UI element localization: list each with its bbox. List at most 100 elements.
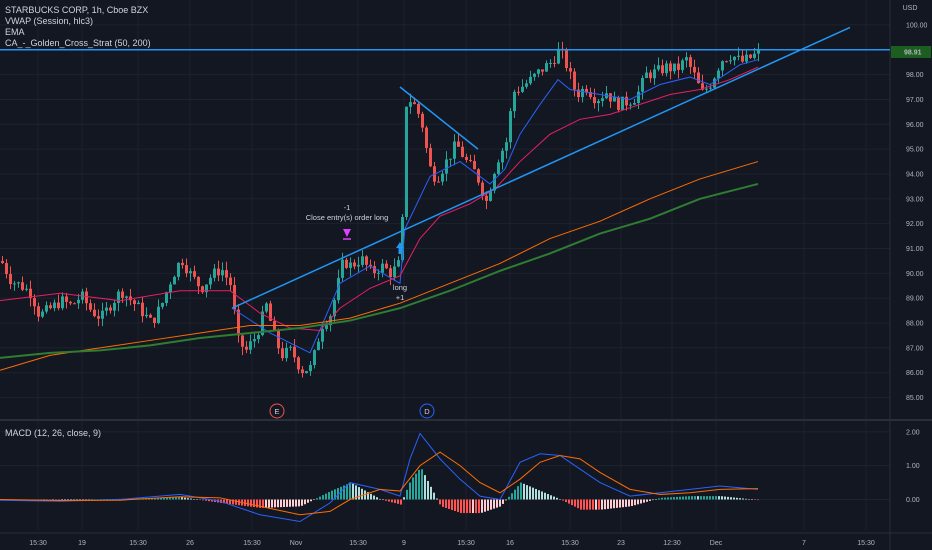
candle-body (373, 266, 376, 274)
legend-vwap[interactable]: VWAP (Session, hlc3) (5, 16, 94, 26)
macd-histogram-bar (727, 496, 729, 500)
macd-histogram-bar (301, 499, 303, 506)
candle-body (41, 311, 44, 317)
macd-histogram-bar (427, 480, 429, 500)
chart-legend: STARBUCKS CORP, 1h, Cboe BZX VWAP (Sessi… (5, 5, 151, 49)
macd-histogram-bar (694, 496, 696, 500)
macd-histogram-bar (712, 496, 714, 500)
macd-histogram-bar (205, 499, 207, 501)
macd-histogram-bar (202, 499, 204, 501)
macd-histogram-bar (448, 499, 450, 509)
candle-body (545, 63, 548, 72)
candle-body (289, 346, 292, 348)
time-axis-tick: 15:30 (857, 540, 875, 547)
macd-histogram-bar (256, 499, 258, 508)
candle-body (405, 106, 408, 217)
macd-histogram-bar (163, 497, 165, 500)
legend-strategy[interactable]: CA_-_Golden_Cross_Strat (50, 200) (5, 38, 151, 48)
macd-histogram-bar (79, 499, 81, 501)
candle-body (469, 159, 472, 161)
candle-body (205, 284, 208, 293)
candle-body (541, 69, 544, 72)
macd-histogram-bar (682, 496, 684, 500)
candle-body (653, 69, 656, 79)
candle-body (129, 296, 132, 301)
candle-body (73, 303, 76, 305)
candle-body (645, 72, 648, 78)
macd-histogram-bar (229, 499, 231, 505)
macd-histogram-bar (472, 499, 474, 514)
macd-histogram-bar (412, 477, 414, 500)
macd-histogram-bar (646, 499, 648, 502)
macd-histogram-bar (457, 499, 459, 513)
candle-body (349, 262, 352, 268)
long-entry-qty: +1 (396, 293, 405, 302)
price-axis-tick: 95.00 (906, 147, 924, 154)
macd-histogram-bar (586, 499, 588, 510)
candle-body (677, 63, 680, 70)
candle-body (65, 296, 68, 302)
candle-body (501, 150, 504, 163)
macd-histogram-bar (481, 499, 483, 513)
candle-body (225, 270, 228, 278)
candle-body (141, 302, 144, 317)
macd-histogram-bar (295, 499, 297, 507)
macd-histogram-bar (595, 499, 597, 510)
candle-body (249, 341, 252, 350)
macd-line-macd (0, 432, 759, 523)
time-axis-tick: 7 (802, 540, 806, 547)
macd-histogram-bar (262, 499, 264, 508)
macd-axis-tick: 0.00 (906, 497, 920, 504)
candle-body (45, 305, 48, 312)
macd-line-signal (0, 451, 759, 516)
time-axis-tick: 12:30 (663, 540, 681, 547)
candle-body (453, 141, 456, 159)
macd-histogram-bar (232, 499, 234, 505)
macd-histogram-bar (400, 499, 402, 505)
macd-legend[interactable]: MACD (12, 26, close, 9) (5, 428, 102, 438)
candle-body (549, 62, 552, 64)
legend-ema[interactable]: EMA (5, 27, 25, 37)
candle-body (729, 60, 732, 62)
price-axis-tick: 97.00 (906, 97, 924, 104)
macd-histogram-bar (589, 499, 591, 510)
macd-histogram-bar (652, 499, 654, 501)
candle-body (569, 68, 572, 72)
candle-body (13, 283, 16, 285)
macd-histogram-bar (691, 496, 693, 500)
time-axis-tick: 9 (402, 540, 406, 547)
macd-histogram-bar (211, 499, 213, 502)
candle-body (449, 158, 452, 160)
price-axis-tick: 88.00 (906, 321, 924, 328)
macd-histogram-group (1, 469, 759, 514)
candle-body (97, 316, 100, 319)
legend-symbol[interactable]: STARBUCKS CORP, 1h, Cboe BZX (5, 5, 149, 15)
candle-body (493, 173, 496, 191)
candle-body (497, 162, 500, 174)
candle-body (193, 271, 196, 277)
price-axis-tick: 92.00 (906, 221, 924, 228)
macd-histogram-bar (442, 499, 444, 507)
candle-body (753, 53, 756, 58)
price-axis-tick: 91.00 (906, 246, 924, 253)
candle-body (601, 98, 604, 102)
price-axis-tick: 94.00 (906, 171, 924, 178)
macd-histogram-bar (322, 495, 324, 500)
macd-histogram-bar (367, 492, 369, 500)
candle-body (617, 97, 620, 110)
price-axis-tick: 85.00 (906, 395, 924, 402)
candle-body (529, 76, 532, 84)
macd-histogram-bar (193, 499, 195, 500)
candle-body (425, 127, 428, 148)
time-axis-tick: 23 (617, 540, 625, 547)
price-axis-tick: 89.00 (906, 296, 924, 303)
candle-body (261, 311, 264, 336)
time-axis-tick: Dec (710, 540, 723, 547)
candle-body (465, 156, 468, 160)
macd-histogram-bar (700, 496, 702, 500)
price-axis-tick: 90.00 (906, 271, 924, 278)
candle-body (377, 272, 380, 274)
candle-body (413, 102, 416, 104)
candle-body (365, 256, 368, 265)
